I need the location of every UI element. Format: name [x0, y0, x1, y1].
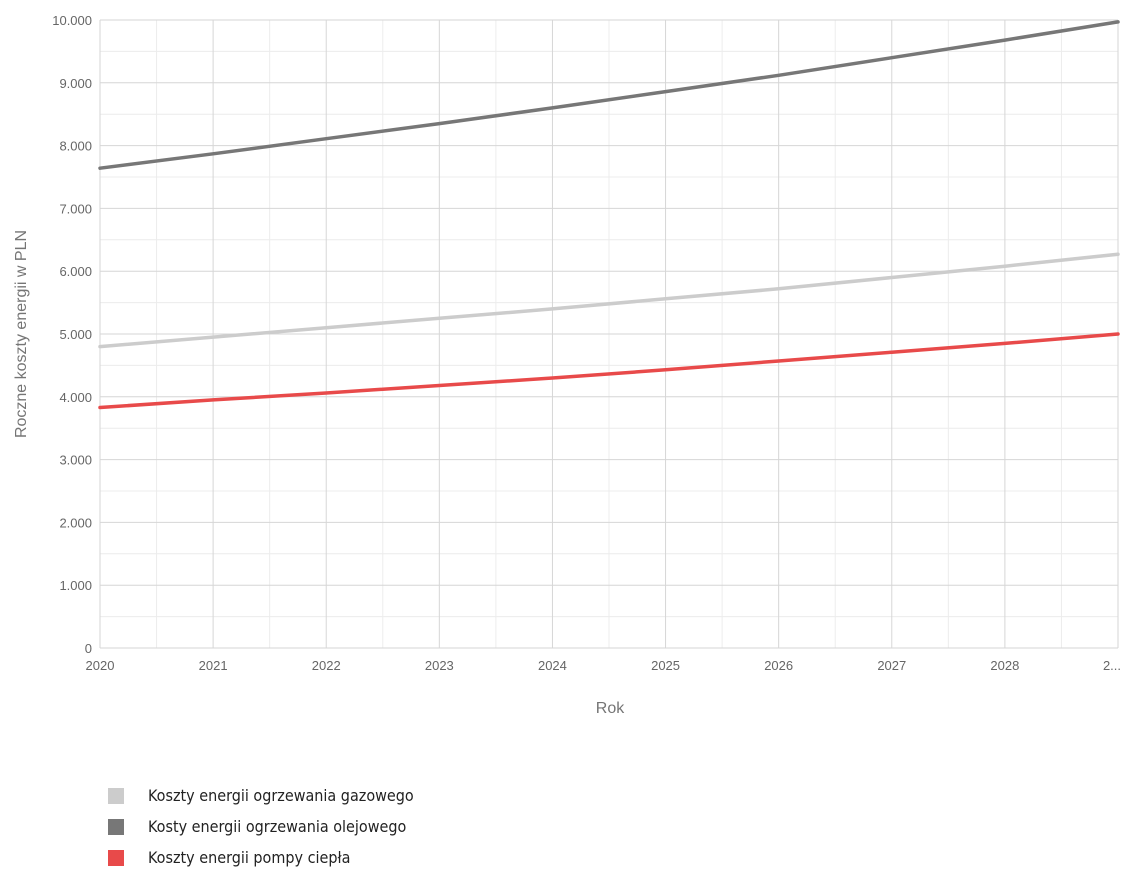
legend-label-oil: Kosty energii ogrzewania olejowego: [148, 817, 407, 836]
series-line-gas: [98, 252, 1120, 349]
series-line-heat-pump: [98, 332, 1120, 410]
series-lines: [98, 20, 1120, 410]
x-tick-label: 2022: [312, 658, 341, 673]
x-tick-label: 2028: [990, 658, 1019, 673]
y-tick-label: 6.000: [59, 264, 92, 279]
x-tick-label: 2...: [1103, 658, 1121, 673]
legend-swatch-gas: [108, 787, 124, 804]
y-tick-label: 10.000: [52, 13, 92, 28]
x-tick-label: 2024: [538, 658, 567, 673]
x-tick-label: 2020: [86, 658, 115, 673]
legend-swatch-heat-pump: [108, 849, 124, 866]
legend-item-gas[interactable]: Koszty energii ogrzewania gazowego: [108, 780, 414, 811]
legend: Koszty energii ogrzewania gazowego Kosty…: [108, 780, 414, 873]
legend-label-heat-pump: Koszty energii pompy ciepła: [148, 848, 351, 867]
y-tick-label: 7.000: [59, 201, 92, 216]
series-line-oil: [98, 20, 1120, 170]
x-axis-ticks: 2020 2021 2022 2023 2024 2025 2026 2027 2028 2...: [86, 658, 1122, 673]
x-axis-title: Rok: [596, 700, 625, 717]
y-tick-label: 2.000: [59, 515, 92, 530]
y-axis-ticks: 0 1.000 2.000 3.000 4.000 5.000 6.000 7.000 8.00…: [52, 13, 92, 656]
legend-item-heat-pump[interactable]: Koszty energii pompy ciepła: [108, 842, 414, 873]
x-tick-label: 2023: [425, 658, 454, 673]
legend-item-oil[interactable]: Kosty energii ogrzewania olejowego: [108, 811, 414, 842]
y-tick-label: 9.000: [59, 76, 92, 91]
legend-swatch-oil: [108, 818, 124, 835]
x-tick-label: 2026: [764, 658, 793, 673]
legend-label-gas: Koszty energii ogrzewania gazowego: [148, 786, 414, 805]
x-tick-label: 2025: [651, 658, 680, 673]
line-chart: 0 1.000 2.000 3.000 4.000 5.000 6.000 7.000 8.00…: [13, 13, 1122, 717]
y-tick-label: 1.000: [59, 578, 92, 593]
y-tick-label: 8.000: [59, 139, 92, 154]
y-tick-label: 0: [85, 641, 92, 656]
grid: [99, 19, 1119, 649]
y-tick-label: 4.000: [59, 390, 92, 405]
x-tick-label: 2021: [199, 658, 228, 673]
x-tick-label: 2027: [877, 658, 906, 673]
y-tick-label: 5.000: [59, 327, 92, 342]
y-tick-label: 3.000: [59, 453, 92, 468]
y-axis-title: Roczne koszty energii w PLN: [13, 230, 30, 438]
